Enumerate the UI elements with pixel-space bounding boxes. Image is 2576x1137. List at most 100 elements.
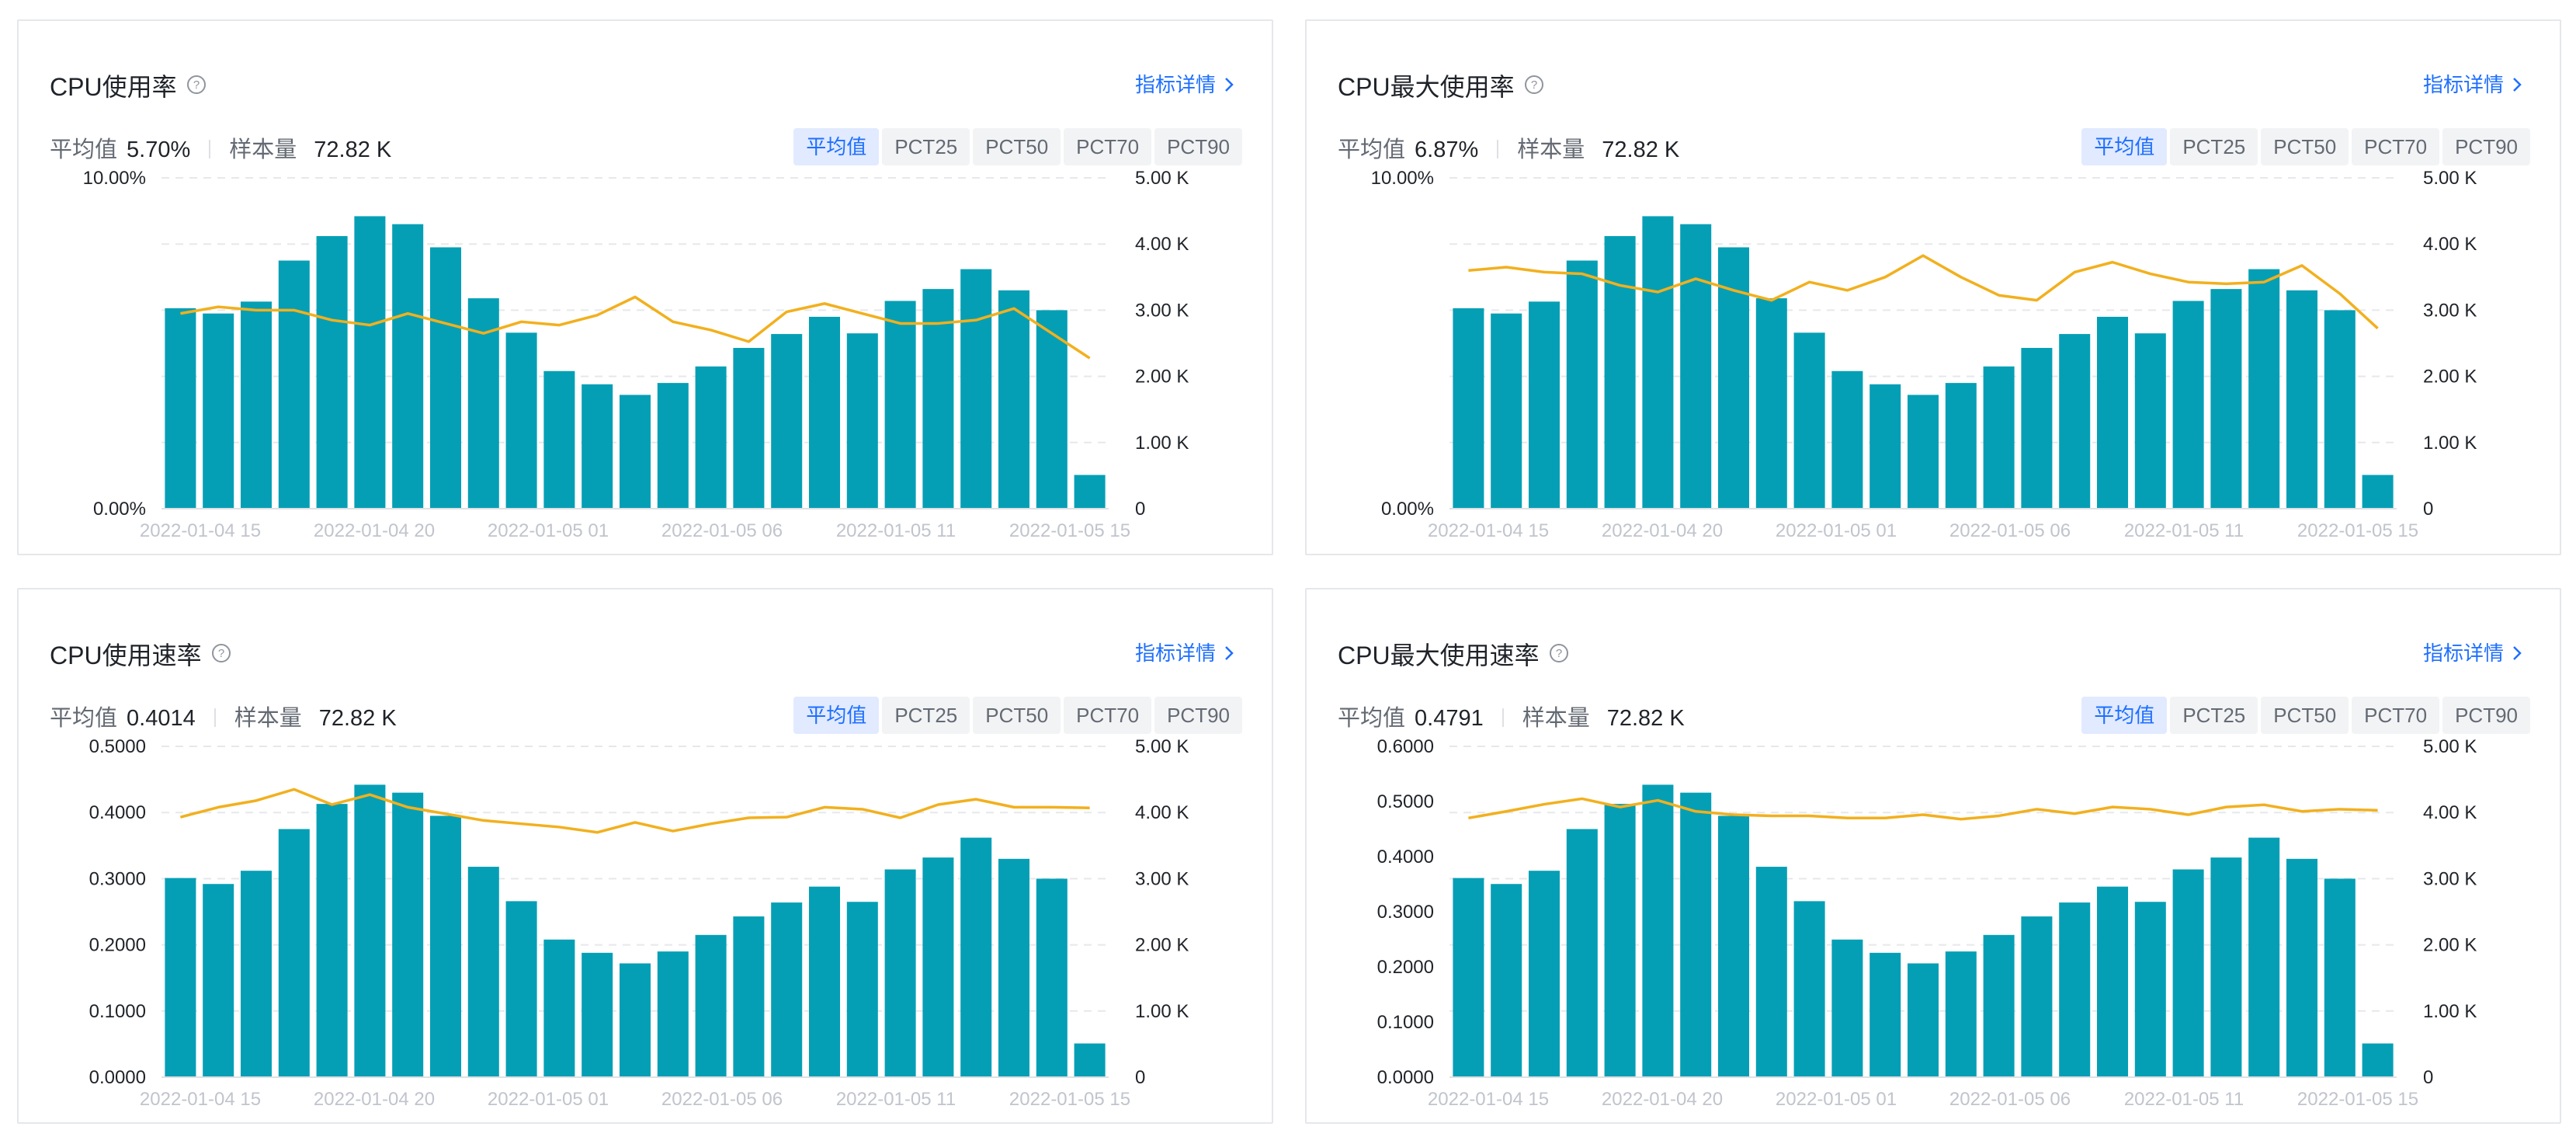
bar[interactable]: [619, 395, 651, 509]
segment-pct50[interactable]: PCT50: [973, 697, 1061, 734]
bar[interactable]: [1642, 216, 1674, 509]
segment-pct70[interactable]: PCT70: [2352, 128, 2440, 165]
bar[interactable]: [354, 216, 386, 509]
help-icon[interactable]: ?: [1549, 641, 1569, 669]
bar[interactable]: [1755, 298, 1787, 509]
bar[interactable]: [846, 902, 878, 1077]
bar[interactable]: [1453, 308, 1484, 509]
bar[interactable]: [1036, 878, 1068, 1077]
segment-pct50[interactable]: PCT50: [2261, 128, 2349, 165]
segment-pct25[interactable]: PCT25: [882, 697, 970, 734]
bar[interactable]: [316, 235, 348, 509]
bar[interactable]: [695, 934, 727, 1077]
bar[interactable]: [278, 829, 310, 1078]
line-series[interactable]: [179, 788, 1090, 834]
bar[interactable]: [1717, 815, 1750, 1077]
bar[interactable]: [808, 886, 841, 1077]
bar[interactable]: [1793, 901, 1825, 1077]
bar[interactable]: [884, 301, 916, 509]
bar[interactable]: [165, 308, 196, 509]
bar[interactable]: [1566, 829, 1598, 1078]
bar[interactable]: [392, 792, 424, 1077]
bar[interactable]: [467, 867, 499, 1077]
bar[interactable]: [657, 383, 689, 509]
bar[interactable]: [2134, 333, 2166, 509]
bar[interactable]: [2096, 886, 2129, 1077]
bar[interactable]: [1831, 370, 1863, 509]
bar[interactable]: [1945, 951, 1977, 1077]
help-icon[interactable]: ?: [211, 641, 231, 669]
bar[interactable]: [203, 313, 234, 509]
bar[interactable]: [582, 952, 613, 1077]
bar[interactable]: [2210, 289, 2242, 509]
bar[interactable]: [619, 963, 651, 1077]
bar[interactable]: [1491, 313, 1522, 509]
bar[interactable]: [960, 269, 992, 509]
help-icon[interactable]: ?: [186, 72, 207, 101]
segment-avg[interactable]: 平均值: [2081, 697, 2168, 734]
bar[interactable]: [354, 784, 386, 1077]
bar[interactable]: [2021, 347, 2053, 509]
bar[interactable]: [657, 951, 689, 1077]
bar[interactable]: [2172, 869, 2204, 1077]
bar[interactable]: [695, 366, 727, 509]
bar[interactable]: [2059, 334, 2091, 509]
bar[interactable]: [1870, 952, 1901, 1077]
metric-detail-link[interactable]: 指标详情: [1135, 638, 1234, 666]
bar[interactable]: [1907, 963, 1939, 1077]
segment-pct90[interactable]: PCT90: [2442, 697, 2530, 734]
bar[interactable]: [582, 384, 613, 509]
bar[interactable]: [2021, 916, 2053, 1077]
bar[interactable]: [2172, 301, 2204, 509]
bar[interactable]: [240, 871, 273, 1077]
bar[interactable]: [505, 332, 537, 509]
bar[interactable]: [2324, 310, 2356, 509]
segment-pct90[interactable]: PCT90: [2442, 128, 2530, 165]
bar[interactable]: [1945, 383, 1977, 509]
bar[interactable]: [998, 858, 1030, 1077]
bar[interactable]: [884, 869, 916, 1077]
bar[interactable]: [316, 804, 348, 1077]
line-series[interactable]: [1468, 254, 2379, 330]
bar[interactable]: [1566, 260, 1598, 509]
bar[interactable]: [2324, 878, 2356, 1077]
bar[interactable]: [771, 334, 803, 509]
bar[interactable]: [2059, 902, 2091, 1077]
bar[interactable]: [1604, 804, 1636, 1077]
segment-pct70[interactable]: PCT70: [1064, 697, 1152, 734]
bar[interactable]: [1642, 784, 1674, 1077]
bar[interactable]: [278, 260, 310, 509]
metric-detail-link[interactable]: 指标详情: [1135, 69, 1234, 98]
segment-pct70[interactable]: PCT70: [1064, 128, 1152, 165]
bar[interactable]: [1604, 235, 1636, 509]
bar[interactable]: [1036, 310, 1068, 509]
bar[interactable]: [543, 370, 575, 509]
bar[interactable]: [429, 247, 462, 509]
segment-avg[interactable]: 平均值: [793, 697, 880, 734]
bar[interactable]: [2248, 837, 2280, 1077]
bar[interactable]: [1074, 475, 1106, 509]
bar[interactable]: [429, 815, 462, 1077]
bar[interactable]: [1528, 301, 1561, 509]
bar[interactable]: [922, 857, 954, 1077]
segment-pct90[interactable]: PCT90: [1154, 697, 1242, 734]
metric-detail-link[interactable]: 指标详情: [2423, 69, 2522, 98]
bar[interactable]: [808, 316, 841, 509]
bar[interactable]: [1907, 395, 1939, 509]
bar[interactable]: [733, 916, 765, 1077]
bar[interactable]: [240, 301, 273, 509]
metric-detail-link[interactable]: 指标详情: [2423, 638, 2522, 666]
bar[interactable]: [392, 224, 424, 509]
bar[interactable]: [922, 289, 954, 509]
bar[interactable]: [2248, 269, 2280, 509]
segment-pct25[interactable]: PCT25: [882, 128, 970, 165]
segment-avg[interactable]: 平均值: [793, 128, 880, 165]
bar[interactable]: [2286, 858, 2318, 1077]
bar[interactable]: [543, 939, 575, 1077]
bar[interactable]: [960, 837, 992, 1077]
segment-avg[interactable]: 平均值: [2081, 128, 2168, 165]
bar[interactable]: [2286, 290, 2318, 509]
segment-pct90[interactable]: PCT90: [1154, 128, 1242, 165]
bar[interactable]: [1453, 878, 1484, 1077]
segment-pct25[interactable]: PCT25: [2170, 697, 2258, 734]
